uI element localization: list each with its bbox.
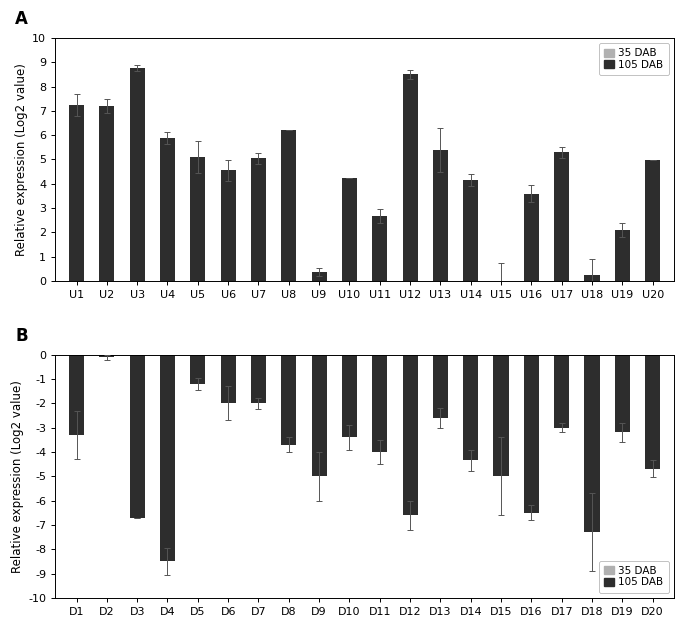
Bar xyxy=(554,152,569,281)
Bar xyxy=(372,216,387,281)
Bar xyxy=(160,355,175,561)
Bar xyxy=(282,131,297,281)
Bar xyxy=(251,158,266,281)
Bar xyxy=(342,178,357,281)
Bar xyxy=(342,355,357,437)
Bar xyxy=(403,74,418,281)
Bar xyxy=(99,355,114,357)
Bar xyxy=(433,149,448,281)
Bar xyxy=(372,355,387,452)
Text: B: B xyxy=(15,327,27,345)
Bar xyxy=(614,230,630,281)
Legend: 35 DAB, 105 DAB: 35 DAB, 105 DAB xyxy=(599,43,669,75)
Bar xyxy=(524,355,539,512)
Bar xyxy=(190,157,205,281)
Bar xyxy=(312,272,327,281)
Bar xyxy=(584,355,599,532)
Bar xyxy=(463,355,478,460)
Bar xyxy=(129,355,145,517)
Bar xyxy=(645,160,660,281)
Y-axis label: Relative expression (Log2 value): Relative expression (Log2 value) xyxy=(11,380,24,573)
Bar xyxy=(584,274,599,281)
Bar xyxy=(160,138,175,281)
Bar xyxy=(403,355,418,515)
Bar xyxy=(251,355,266,403)
Bar xyxy=(524,193,539,281)
Y-axis label: Relative expression (Log2 value): Relative expression (Log2 value) xyxy=(15,63,28,256)
Bar xyxy=(282,355,297,445)
Bar xyxy=(221,355,236,403)
Bar xyxy=(463,180,478,281)
Bar xyxy=(69,105,84,281)
Legend: 35 DAB, 105 DAB: 35 DAB, 105 DAB xyxy=(599,561,669,593)
Text: A: A xyxy=(15,10,28,28)
Bar xyxy=(614,355,630,433)
Bar xyxy=(99,106,114,281)
Bar xyxy=(190,355,205,384)
Bar xyxy=(433,355,448,418)
Bar xyxy=(221,170,236,281)
Bar xyxy=(554,355,569,428)
Bar xyxy=(69,355,84,435)
Bar xyxy=(493,355,509,476)
Bar xyxy=(645,355,660,469)
Bar xyxy=(129,68,145,281)
Bar xyxy=(312,355,327,476)
